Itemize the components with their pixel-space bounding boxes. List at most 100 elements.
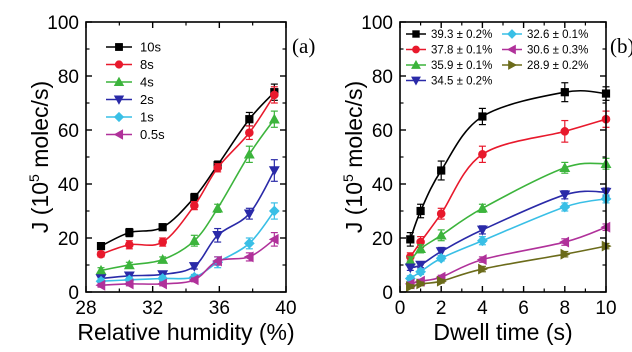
legend-item: 30.6 ± 0.3%	[502, 45, 588, 57]
data-point	[476, 254, 487, 266]
legend-label: 8s	[140, 57, 154, 72]
data-point	[478, 263, 488, 275]
x-tick-label: 8	[560, 298, 571, 319]
data-point	[435, 229, 447, 240]
legend-label: 1s	[140, 110, 154, 125]
data-point	[243, 238, 255, 249]
legend-item: 32.6 ± 0.1%	[502, 29, 588, 41]
y-tick-label: 0	[382, 283, 393, 304]
y-axis-label: J (105 molec/s)	[340, 81, 367, 233]
data-point	[270, 90, 279, 100]
y-tick-label: 60	[372, 121, 393, 142]
y-tick-label: 40	[372, 175, 393, 196]
y-axis-label-suffix: molec/s)	[27, 81, 53, 174]
legend-label: 37.8 ± 0.1%	[431, 45, 492, 57]
data-point	[96, 242, 106, 251]
legend-marker	[113, 95, 125, 105]
legend: 39.3 ± 0.2% 37.8 ± 0.1% 35.9 ± 0.1% 34.5 ± …	[406, 29, 588, 88]
y-axis-label-suffix: molec/s)	[341, 81, 367, 174]
data-point	[243, 148, 255, 159]
legend-marker	[412, 45, 420, 54]
data-point	[559, 162, 571, 173]
data-point	[560, 248, 571, 260]
data-point	[212, 202, 224, 213]
data-point	[188, 262, 200, 272]
data-point	[212, 255, 222, 267]
data-point	[243, 251, 254, 263]
x-tick-label: 0	[395, 298, 406, 319]
legend-label: 30.6 ± 0.3%	[527, 45, 588, 57]
data-point	[190, 201, 199, 210]
series-4	[95, 159, 280, 285]
legend-marker	[113, 76, 125, 87]
x-tick-label: 2	[436, 298, 447, 319]
data-point	[477, 235, 488, 247]
y-tick-label: 20	[58, 229, 79, 250]
legend-label: 2s	[140, 92, 154, 107]
legend-item: 34.5 ± 0.2%	[406, 76, 492, 88]
y-axis-label-sup: 5	[26, 174, 42, 182]
data-point	[268, 166, 280, 177]
data-point	[268, 233, 279, 245]
chart-panel-a: 28 32 36 40 0 20 40 60 80 100 Relative humidity (%…	[26, 13, 315, 345]
legend-item: 37.8 ± 0.1%	[406, 45, 492, 57]
series-2	[96, 86, 279, 259]
y-tick-label: 80	[372, 67, 393, 88]
data-point	[406, 281, 416, 293]
legend-label: 4s	[140, 75, 154, 90]
legend-marker	[411, 76, 421, 86]
y-tick-label: 60	[58, 121, 79, 142]
y-axis-label-prefix: J (10	[341, 182, 367, 233]
data-point	[416, 206, 425, 216]
data-point	[245, 115, 254, 124]
legend-marker	[411, 59, 421, 69]
data-point	[416, 278, 427, 290]
data-point	[213, 163, 222, 173]
y-axis-label-sup: 5	[340, 174, 356, 182]
data-point	[404, 263, 416, 274]
data-point	[123, 278, 134, 290]
data-point	[436, 275, 447, 287]
series-1	[96, 83, 279, 251]
legend-item: 2s	[106, 92, 154, 107]
legend-label: 34.5 ± 0.2%	[431, 76, 492, 88]
data-point	[158, 237, 167, 247]
legend-item: 1s	[106, 110, 154, 125]
legend-item: 39.3 ± 0.2%	[406, 29, 492, 41]
legend-label: 0.5s	[140, 127, 165, 142]
data-point	[157, 278, 167, 290]
data-point	[478, 112, 487, 121]
legend-marker	[115, 43, 123, 51]
data-point	[476, 202, 488, 213]
data-point	[190, 193, 199, 202]
data-point	[212, 231, 224, 241]
data-point	[436, 209, 446, 218]
x-tick-label: 28	[75, 298, 96, 319]
series-6	[95, 232, 279, 291]
panel-label: (a)	[292, 34, 315, 58]
y-axis-label-prefix: J (10	[27, 182, 53, 233]
data-point	[157, 254, 169, 264]
legend-item: 10s	[106, 40, 161, 55]
data-point	[158, 223, 167, 232]
data-point	[125, 240, 134, 250]
legend-marker	[412, 30, 420, 38]
x-tick-label: 10	[595, 298, 616, 319]
data-point	[188, 274, 199, 286]
legend-label: 39.3 ± 0.2%	[431, 29, 492, 41]
legend-item: 4s	[106, 75, 154, 90]
legend-marker	[508, 60, 518, 70]
legend-item: 35.9 ± 0.1%	[406, 59, 492, 72]
legend-label: 10s	[140, 40, 161, 55]
y-tick-label: 20	[372, 229, 393, 250]
y-tick-label: 80	[58, 67, 79, 88]
data-point	[415, 243, 427, 254]
legend-marker	[113, 129, 124, 140]
legend-marker	[113, 111, 125, 123]
data-point	[435, 252, 447, 264]
data-point	[560, 127, 570, 136]
legend-marker	[114, 60, 124, 69]
x-tick-label: 6	[518, 298, 529, 319]
x-tick-label: 36	[209, 298, 230, 319]
